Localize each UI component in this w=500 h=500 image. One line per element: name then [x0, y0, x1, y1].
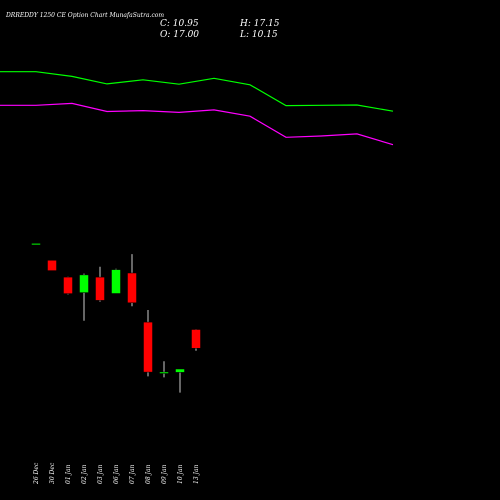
chart-title: DRREDDY 1250 CE Option Chart MunafaSutra… — [5, 12, 164, 19]
upper-indicator-line — [0, 71, 394, 112]
candle-body — [95, 276, 105, 301]
x-tick-label: 10 Jan — [177, 464, 184, 484]
candle-body — [143, 321, 153, 373]
candle-body — [79, 274, 89, 293]
candle-body — [111, 269, 121, 294]
close-value: C: 10.95 — [160, 19, 199, 29]
candle-body — [47, 260, 57, 271]
candle-body — [159, 371, 169, 374]
x-tick-label: 03 Jan — [97, 464, 104, 484]
x-tick-label: 07 Jan — [129, 464, 136, 484]
x-tick-label: 13 Jan — [193, 464, 200, 484]
open-value: O: 17.00 — [160, 30, 199, 40]
candle-body — [191, 329, 201, 349]
candle-body — [175, 368, 185, 373]
x-tick-label: 06 Jan — [113, 464, 120, 484]
indicator-lines — [0, 71, 394, 146]
x-tick-label: 01 Jan — [65, 464, 72, 484]
candle-body — [63, 276, 73, 294]
low-value: L: 10.15 — [239, 30, 278, 40]
x-tick-label: 26 Dec — [33, 462, 40, 485]
candles — [31, 243, 201, 393]
high-value: H: 17.15 — [239, 19, 280, 29]
x-tick-label: 09 Jan — [161, 464, 168, 484]
candle-body — [127, 272, 137, 304]
lower-indicator-line — [0, 102, 394, 146]
x-tick-label: 30 Dec — [49, 462, 56, 484]
x-axis-labels: 26 Dec 30 Dec 01 Jan 02 Jan 03 Jan 06 Jan 07 J… — [33, 462, 200, 485]
x-tick-label: 08 Jan — [145, 464, 152, 484]
x-tick-label: 02 Jan — [81, 464, 88, 484]
candle-body — [31, 243, 41, 246]
